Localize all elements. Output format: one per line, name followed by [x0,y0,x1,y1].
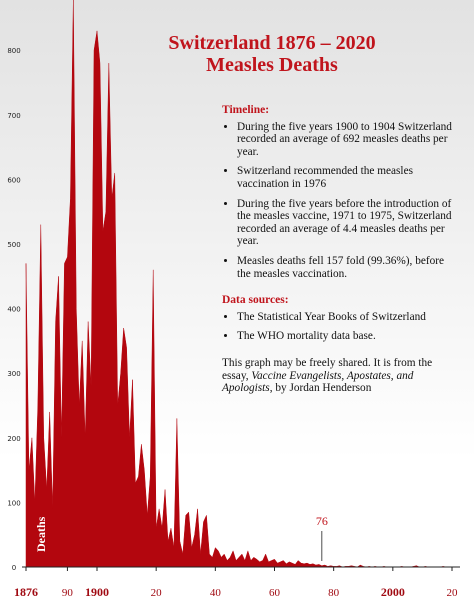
y-tick-label: 400 [7,306,20,314]
annotation-label: 76 [316,514,328,528]
y-tick-label: 100 [7,499,20,507]
sources-list: The Statistical Year Books of Switzerlan… [222,311,458,343]
y-tick-label: 300 [7,370,20,378]
essay-title: Vaccine Evangelists, Apostates, and Apol… [222,369,414,395]
x-tick-label: 20 [151,587,163,599]
bullet-item: During the five years 1900 to 1904 Switz… [237,121,458,159]
x-tick-label: 40 [210,587,222,599]
bullet-item: During the five years before the introdu… [237,198,458,248]
chart-title: Measles Deaths [206,54,338,76]
bullet-item: The Statistical Year Books of Switzerlan… [237,311,458,324]
y-tick-label: 600 [7,176,20,184]
x-tick-label: 80 [328,587,340,599]
y-tick-label: 0 [12,564,16,572]
y-tick-label: 800 [7,47,20,55]
x-tick-label: 1876 [14,585,38,599]
bullet-item: Switzerland recommended the measles vacc… [237,165,458,190]
chart-title: Switzerland 1876 – 2020 [168,32,375,54]
x-tick-label: 2000 [381,585,405,599]
share-text: This graph may be freely shared. It is f… [222,356,433,382]
x-tick-label: 20 [447,587,459,599]
bullet-item: The WHO mortality data base. [237,330,458,343]
timeline-list: During the five years 1900 to 1904 Switz… [222,121,458,281]
x-tick-label: 60 [269,587,281,599]
sources-heading: Data sources: [222,294,289,307]
y-axis-label: Deaths [34,516,48,552]
x-tick-label: 1900 [85,585,109,599]
bullet-item: Measles deaths fell 157 fold (99.36%), b… [237,255,458,280]
share-note: This graph may be freely shared. It is f… [222,357,458,395]
share-text: , by Jordan Henderson [269,382,372,395]
y-tick-label: 500 [7,241,20,249]
timeline-heading: Timeline: [222,104,270,116]
text-panel: Timeline: During the five years 1900 to … [222,104,458,395]
y-tick-label: 700 [7,112,20,120]
x-tick-label: 90 [62,587,74,599]
y-tick-label: 200 [7,435,20,443]
